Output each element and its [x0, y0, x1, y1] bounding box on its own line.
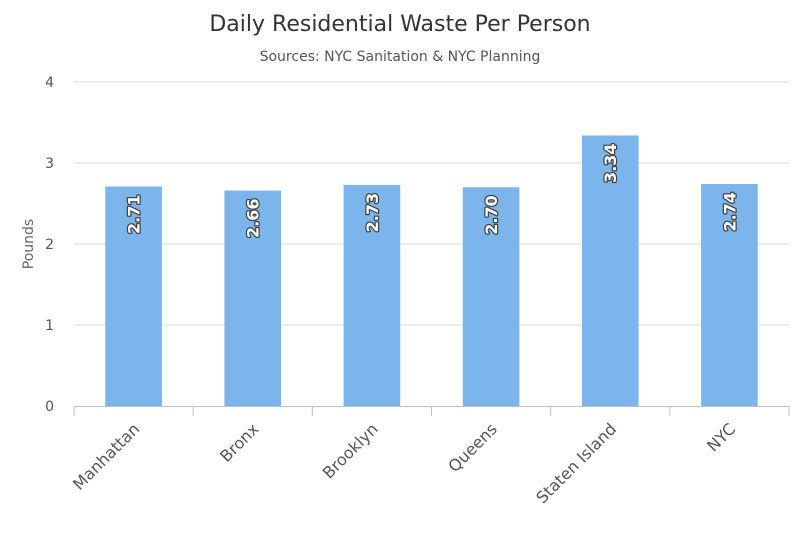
y-tick-label: 3	[45, 156, 54, 172]
bar[interactable]	[343, 184, 401, 406]
data-label: 2.73	[363, 193, 382, 232]
data-label: 2.66	[244, 199, 263, 238]
x-axis	[73, 406, 790, 416]
bar[interactable]	[581, 135, 639, 406]
y-axis-label: Pounds	[21, 219, 37, 269]
bar[interactable]	[701, 184, 758, 406]
x-tick-label: Bronx	[216, 419, 262, 465]
x-tick-label: Queens	[444, 419, 501, 476]
y-tick-label: 4	[45, 75, 54, 91]
chart-title: Daily Residential Waste Per Person	[209, 12, 590, 37]
y-axis-ticks: 0 1 2 3 4	[45, 75, 54, 415]
data-label: 2.71	[125, 194, 144, 233]
x-tick-label: Staten Island	[532, 419, 620, 507]
chart-subtitle: Sources: NYC Sanitation & NYC Planning	[260, 49, 541, 65]
y-tick-label: 1	[45, 318, 54, 334]
bar[interactable]	[105, 186, 162, 406]
x-axis-ticks: Manhattan Bronx Brooklyn Queens Staten Islan…	[69, 419, 739, 507]
bars	[105, 135, 758, 406]
data-label: 3.34	[601, 143, 620, 182]
bar[interactable]	[462, 187, 520, 406]
x-tick-label: NYC	[703, 419, 739, 455]
x-tick-label: Manhattan	[69, 419, 143, 493]
data-label: 2.70	[482, 195, 501, 234]
data-label: 2.74	[720, 192, 739, 231]
y-tick-label: 0	[45, 399, 54, 415]
gridlines	[74, 81, 789, 326]
data-labels: 2.71 2.66 2.73 2.70 3.34 2.74	[123, 142, 740, 239]
y-tick-label: 2	[45, 237, 54, 253]
bar[interactable]	[224, 190, 282, 406]
x-tick-label: Brooklyn	[319, 419, 382, 482]
